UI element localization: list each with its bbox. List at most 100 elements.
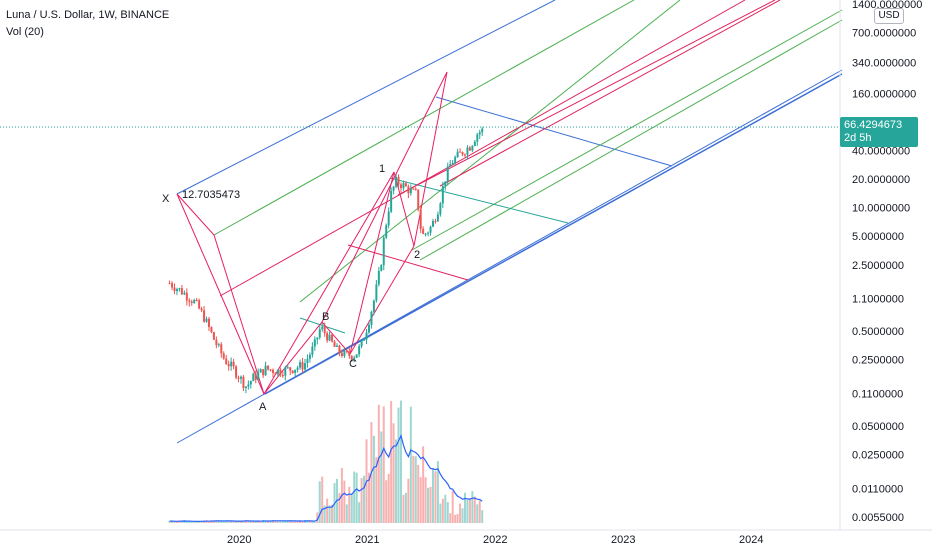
volume-bar: [385, 480, 388, 523]
label-wave-1: 1: [379, 163, 385, 175]
volume-bar: [215, 520, 218, 523]
volume-bar: [200, 520, 203, 523]
volume-bar: [338, 493, 341, 523]
candle-body: [252, 373, 255, 382]
volume-indicator-label[interactable]: Vol (20): [6, 26, 44, 38]
candle-body: [318, 329, 321, 338]
volume-bar: [343, 480, 346, 523]
candle-body: [215, 339, 218, 345]
volume-bar: [429, 486, 432, 523]
candle-body: [168, 283, 171, 285]
volume-bar: [271, 520, 274, 523]
candle-body: [471, 145, 474, 151]
candle-body: [200, 308, 203, 311]
price-tick-label: 0.0250000: [852, 450, 904, 462]
candle-body: [473, 141, 476, 146]
price-tick-label: 0.1100000: [852, 389, 903, 401]
volume-bar: [392, 423, 395, 523]
price-scale[interactable]: 1400.0000000 700.0000000 340.0000000 160.00…: [839, 0, 922, 530]
volume-bar: [446, 502, 449, 523]
candle-body: [244, 386, 247, 388]
candle-body: [431, 221, 434, 227]
volume-bar: [313, 521, 316, 523]
candle-body: [360, 340, 363, 347]
volume-bar: [363, 475, 366, 523]
volume-bar: [431, 467, 434, 523]
candle-body: [402, 183, 405, 189]
candle-body: [345, 350, 348, 352]
candle-body: [286, 367, 289, 369]
candle-body: [375, 284, 378, 301]
candle-body: [239, 376, 242, 379]
candle-body: [262, 369, 265, 376]
candle-body: [427, 232, 430, 234]
pattern-diag-1: [263, 171, 395, 395]
time-tick-label: 2022: [483, 534, 507, 546]
candle-body: [222, 353, 225, 359]
volume-bar: [193, 521, 196, 523]
volume-bar: [168, 520, 171, 523]
current-price-tag: 66.4294673 2d 5h: [840, 117, 918, 147]
volume-bar: [382, 406, 385, 523]
volume-bar: [318, 481, 321, 523]
volume-bar: [185, 521, 188, 523]
candle-body: [267, 365, 270, 370]
candle-body: [328, 334, 331, 341]
candle-body: [296, 367, 299, 370]
volume-bar: [459, 503, 462, 523]
price-tick-label: 2.5000000: [852, 260, 904, 272]
volume-bar: [444, 494, 447, 523]
candle-body: [316, 337, 319, 340]
volume-bar: [419, 477, 422, 523]
volume-bar: [284, 521, 287, 523]
candle-body: [171, 283, 174, 288]
candle-body: [227, 364, 230, 367]
candle-body: [207, 318, 210, 328]
volume-bar: [449, 513, 452, 523]
volume-bar: [328, 505, 331, 523]
volume-bar: [291, 521, 294, 523]
currency-badge[interactable]: USD: [874, 8, 904, 24]
candle-body: [358, 346, 361, 355]
candle-body: [399, 184, 402, 189]
candle-body: [397, 176, 400, 185]
volume-bar: [468, 499, 471, 523]
candle-body: [456, 151, 459, 158]
green-mid-line: [299, 0, 681, 303]
red-cross-line: [347, 244, 469, 281]
candle-body: [281, 374, 284, 376]
volume-bar: [227, 520, 230, 523]
volume-bar: [173, 521, 176, 523]
candle-body: [175, 289, 178, 292]
candle-body: [461, 152, 464, 155]
symbol-title[interactable]: Luna / U.S. Dollar, 1W, BINANCE: [6, 9, 170, 21]
volume-bar: [451, 490, 454, 523]
candle-body: [382, 237, 385, 266]
candle-body: [355, 354, 358, 358]
label-x-value: 12.7035473: [182, 189, 240, 201]
volume-bar: [471, 491, 474, 523]
volume-bar: [225, 520, 228, 523]
price-tick-label: 1400.0000000: [852, 0, 922, 11]
candle-body: [237, 377, 240, 379]
blue-median-cross: [435, 96, 673, 167]
volume-bar: [316, 512, 319, 523]
candle-body: [377, 270, 380, 285]
candle-body: [323, 326, 326, 334]
candle-body: [230, 361, 233, 367]
red-lower-line-2: [439, 0, 781, 187]
volume-bar: [390, 400, 393, 523]
candle-body: [279, 369, 282, 375]
volume-bar: [279, 520, 282, 523]
volume-bar: [348, 486, 351, 523]
time-scale[interactable]: 2020 2021 2022 2023 2024: [0, 529, 932, 546]
volume-bar: [387, 473, 390, 523]
volume-bar: [463, 492, 466, 523]
candle-body: [476, 134, 479, 142]
volume-bar: [244, 520, 247, 523]
candle-body: [220, 344, 223, 354]
volume-bar: [220, 520, 223, 523]
candle-body: [183, 292, 186, 295]
candle-body: [340, 352, 343, 357]
